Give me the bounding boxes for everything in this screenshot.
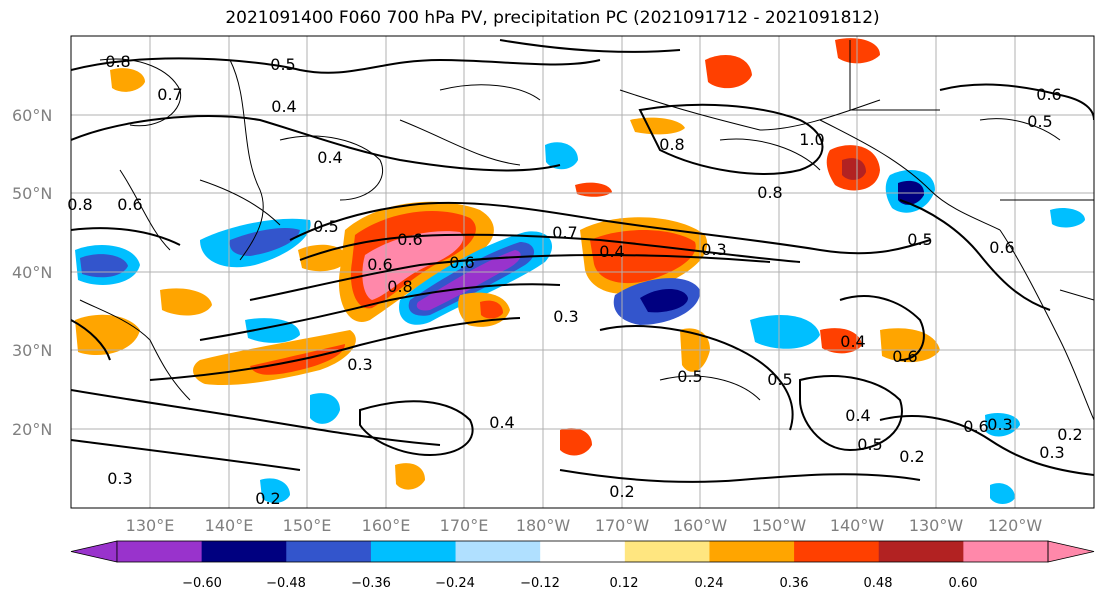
contour-label: 0.7 xyxy=(157,85,182,104)
contour-label: 0.5 xyxy=(313,217,338,236)
colorbar-tick: 0.24 xyxy=(695,576,724,591)
pv-contours xyxy=(71,39,1094,483)
lat-label: 60°N xyxy=(12,106,52,125)
contour-label: 0.7 xyxy=(552,223,577,242)
lon-label: 140°W xyxy=(830,516,885,535)
colorbar-segment xyxy=(370,541,457,562)
contour-label: 0.6 xyxy=(397,230,422,249)
contour-label: 0.8 xyxy=(757,183,782,202)
contour-label: 0.4 xyxy=(271,97,296,116)
contour-label: 0.5 xyxy=(270,55,295,74)
contour-label: 0.2 xyxy=(899,447,924,466)
contour-label: 0.5 xyxy=(907,230,932,249)
negative-anomaly-max xyxy=(416,250,521,311)
positive-anomaly-east-core xyxy=(590,230,696,284)
contour-label: 0.8 xyxy=(659,135,684,154)
colorbar-segment xyxy=(878,541,964,562)
contour-label: 0.6 xyxy=(117,195,142,214)
colorbar-frame xyxy=(116,540,1049,563)
colorbar-arrow-low xyxy=(70,540,118,563)
lon-label: 140°E xyxy=(205,516,254,535)
contour-label: 0.8 xyxy=(67,195,92,214)
colorbar-tick: −0.12 xyxy=(520,576,560,591)
lon-label: 150°W xyxy=(752,516,807,535)
contour-label: 0.6 xyxy=(963,417,988,436)
contour-label: 0.5 xyxy=(677,367,702,386)
colorbar-arrow-high xyxy=(1047,540,1095,563)
shading-layer xyxy=(75,38,1085,504)
contour-label: 0.5 xyxy=(857,435,882,454)
lat-label: 20°N xyxy=(12,420,52,439)
coastlines xyxy=(79,40,1094,421)
contour-label: 0.6 xyxy=(892,347,917,366)
lon-label: 130°E xyxy=(126,516,175,535)
contour-label: 0.6 xyxy=(989,238,1014,257)
colorbar-segment xyxy=(455,541,541,562)
contour-label: 0.8 xyxy=(105,52,130,71)
colorbar-tick: 0.48 xyxy=(864,576,893,591)
lon-label: 120°W xyxy=(988,516,1043,535)
colorbar-tick: 0.60 xyxy=(949,576,978,591)
lon-label: 130°W xyxy=(909,516,964,535)
colorbar-segment xyxy=(963,541,1049,562)
contour-label: 0.2 xyxy=(255,489,280,508)
colorbar-tick: 0.12 xyxy=(610,576,639,591)
contour-label: 0.4 xyxy=(845,406,870,425)
contour-label: 0.3 xyxy=(107,469,132,488)
colorbar-tick: −0.48 xyxy=(266,576,306,591)
contour-label: 0.2 xyxy=(609,482,634,501)
colorbar-segment xyxy=(709,541,795,562)
colorbar-tick: −0.60 xyxy=(182,576,222,591)
contour-label: 0.2 xyxy=(1057,425,1082,444)
contour-label: 0.3 xyxy=(347,355,372,374)
map-frame xyxy=(70,35,1095,509)
lon-label: 150°E xyxy=(283,516,332,535)
colorbar-segment xyxy=(201,541,287,562)
lat-label: 30°N xyxy=(12,341,52,360)
colorbar xyxy=(70,540,1095,563)
colorbar-tick: −0.36 xyxy=(351,576,391,591)
contour-label: 0.4 xyxy=(317,148,342,167)
contour-label: 0.6 xyxy=(449,253,474,272)
colorbar-ticks: −0.60 −0.48 −0.36 −0.24 −0.12 0.12 0.24 … xyxy=(182,576,977,591)
contour-label: 0.6 xyxy=(367,255,392,274)
lon-label: 160°W xyxy=(673,516,728,535)
contour-label: 0.4 xyxy=(489,413,514,432)
pv-contours-thin xyxy=(99,58,1061,401)
contour-label: 0.4 xyxy=(599,242,624,261)
lat-label: 50°N xyxy=(12,184,52,203)
contour-label: 0.5 xyxy=(767,370,792,389)
lon-label: 170°E xyxy=(440,516,489,535)
lon-label: 170°W xyxy=(595,516,650,535)
contour-label: 0.3 xyxy=(987,415,1012,434)
contour-label: 0.3 xyxy=(553,307,578,326)
colorbar-segment xyxy=(624,541,710,562)
longitude-labels: 130°E 140°E 150°E 160°E 170°E 180°W 170°… xyxy=(126,516,1043,535)
map-title: 2021091400 F060 700 hPa PV, precipitatio… xyxy=(225,8,880,28)
contour-label: 0.3 xyxy=(1039,443,1064,462)
contour-label: 0.6 xyxy=(1036,85,1061,104)
colorbar-segment xyxy=(794,541,880,562)
contour-label: 0.3 xyxy=(701,240,726,259)
colorbar-segment xyxy=(540,541,626,562)
colorbar-tick: 0.36 xyxy=(780,576,809,591)
latitude-labels: 60°N 50°N 40°N 30°N 20°N xyxy=(12,106,52,439)
lat-label: 40°N xyxy=(12,263,52,282)
lon-label: 180°W xyxy=(516,516,571,535)
contour-labels: 0.8 0.5 0.7 0.4 0.4 0.8 0.6 0.5 0.6 0.6 0.8 0.6 0.7 0… xyxy=(67,52,1082,508)
contour-label: 1.0 xyxy=(799,130,824,149)
contour-label: 0.4 xyxy=(840,332,865,351)
lon-label: 160°E xyxy=(362,516,411,535)
colorbar-tick: −0.24 xyxy=(435,576,475,591)
colorbar-segment xyxy=(286,541,372,562)
contour-label: 0.5 xyxy=(1027,112,1052,131)
contour-label: 0.8 xyxy=(387,277,412,296)
colorbar-segment xyxy=(117,541,203,562)
